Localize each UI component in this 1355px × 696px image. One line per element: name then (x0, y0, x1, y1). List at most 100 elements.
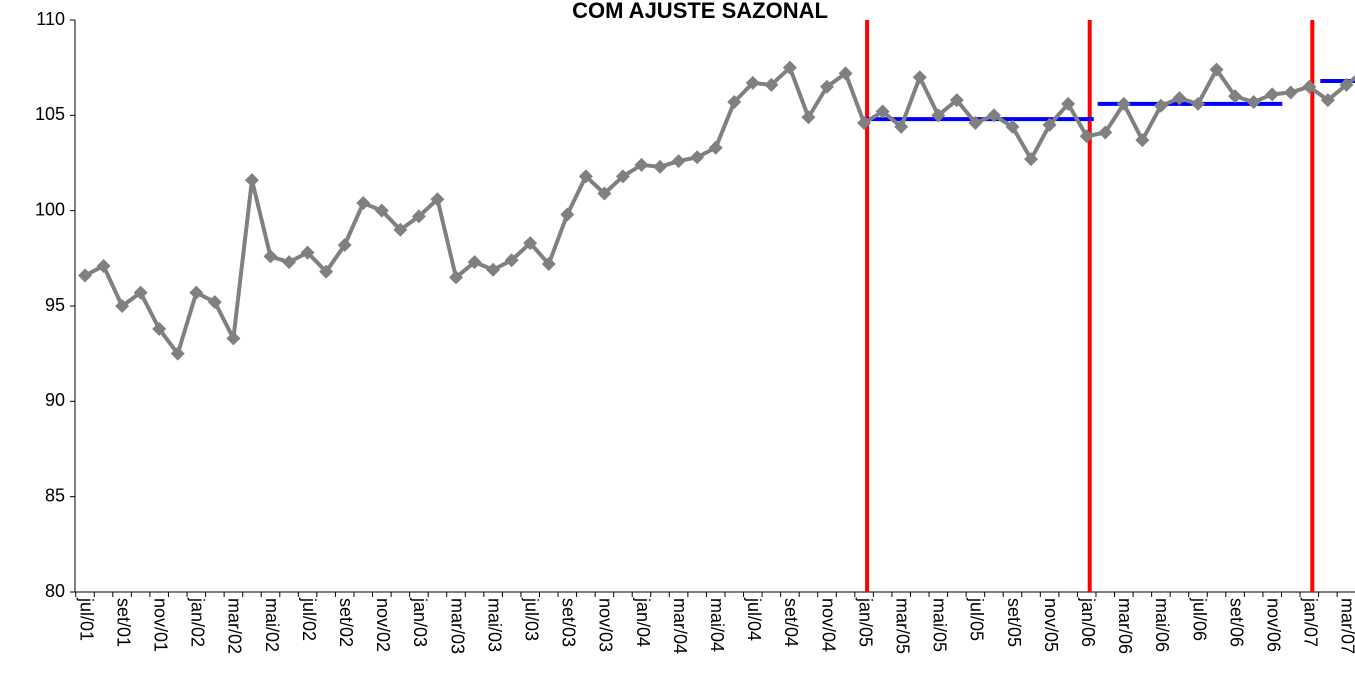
point (1320, 93, 1335, 108)
point (1339, 77, 1354, 92)
point (282, 255, 297, 270)
point (1005, 119, 1020, 134)
point (578, 169, 593, 184)
point (356, 196, 371, 211)
point (1042, 117, 1057, 132)
point (1209, 62, 1224, 77)
point (875, 104, 890, 119)
point (931, 108, 946, 123)
x-tick-label: mai/04 (707, 598, 727, 652)
point (820, 79, 834, 94)
x-tick-label: jul/04 (744, 597, 764, 641)
point (504, 253, 519, 268)
point (449, 270, 463, 285)
y-tick-label: 85 (45, 485, 65, 505)
point (319, 264, 334, 279)
point (745, 75, 760, 90)
y-tick-label: 105 (35, 104, 65, 124)
point (653, 159, 668, 174)
y-tick-label: 100 (35, 199, 65, 219)
point (226, 331, 241, 346)
x-tick-label: jan/06 (1078, 597, 1098, 647)
point (207, 295, 222, 310)
point (541, 257, 556, 272)
x-tick-label: mai/03 (484, 598, 504, 652)
point (337, 237, 352, 252)
point (115, 299, 130, 313)
point (1079, 129, 1094, 144)
x-tick-label: nov/04 (818, 598, 838, 652)
point (727, 94, 742, 109)
point (263, 249, 278, 264)
point (1246, 94, 1261, 109)
point (1191, 96, 1205, 111)
x-tick-label: nov/01 (150, 598, 170, 652)
x-tick-label: mar/05 (892, 598, 912, 654)
y-tick-label: 95 (45, 295, 65, 315)
point (857, 115, 872, 130)
chart-title: COM AJUSTE SAZONAL (572, 0, 828, 23)
point (634, 157, 649, 172)
x-tick-label: nov/02 (373, 598, 393, 652)
point (300, 245, 315, 260)
x-tick-label: mar/03 (447, 598, 467, 654)
y-tick-label: 80 (45, 581, 65, 601)
point (968, 115, 983, 130)
point (838, 66, 853, 81)
point (1283, 85, 1298, 100)
x-tick-label: set/05 (1004, 598, 1024, 647)
x-tick-label: jan/05 (855, 597, 875, 647)
y-tick-label: 90 (45, 390, 65, 410)
x-tick-label: jul/01 (76, 597, 96, 641)
point (170, 346, 185, 361)
point (690, 150, 705, 165)
x-tick-label: jan/04 (633, 597, 653, 647)
point (1172, 91, 1187, 106)
x-tick-label: mai/06 (1152, 598, 1172, 652)
point (615, 169, 630, 184)
point (152, 321, 167, 336)
point (244, 173, 259, 188)
x-tick-label: mar/02 (225, 598, 245, 654)
point (430, 192, 445, 207)
point (1024, 152, 1039, 167)
point (374, 203, 389, 218)
point (708, 140, 723, 155)
point (1098, 125, 1113, 140)
x-tick-label: jul/02 (299, 597, 319, 641)
x-tick-label: set/02 (336, 598, 356, 647)
x-tick-label: jul/03 (521, 597, 541, 641)
point (949, 93, 964, 108)
point (523, 236, 538, 251)
point (393, 222, 408, 237)
x-tick-label: jan/07 (1301, 597, 1321, 647)
x-tick-label: set/06 (1226, 598, 1246, 647)
point (782, 60, 797, 75)
point (1116, 96, 1131, 111)
point (1061, 96, 1076, 111)
point (671, 154, 686, 169)
x-tick-label: nov/06 (1263, 598, 1283, 652)
point (1228, 89, 1243, 104)
point (597, 186, 612, 201)
point (1302, 79, 1317, 94)
x-tick-label: mar/06 (1115, 598, 1135, 654)
x-tick-label: mar/04 (670, 598, 690, 654)
y-tick-label: 110 (36, 9, 65, 29)
point (411, 209, 426, 224)
x-tick-label: jul/05 (967, 597, 987, 641)
x-tick-label: mar/07 (1338, 598, 1355, 654)
x-tick-label: nov/05 (1041, 598, 1061, 652)
x-tick-label: jan/03 (410, 597, 430, 647)
point (189, 285, 204, 300)
series-line (84, 65, 1355, 356)
point (133, 285, 148, 300)
x-tick-label: mai/05 (930, 598, 950, 652)
x-tick-label: set/01 (113, 598, 133, 647)
point (1265, 87, 1280, 102)
x-tick-label: mai/02 (262, 598, 282, 652)
point (486, 262, 501, 277)
point (801, 110, 816, 125)
x-tick-label: jul/06 (1189, 597, 1209, 641)
